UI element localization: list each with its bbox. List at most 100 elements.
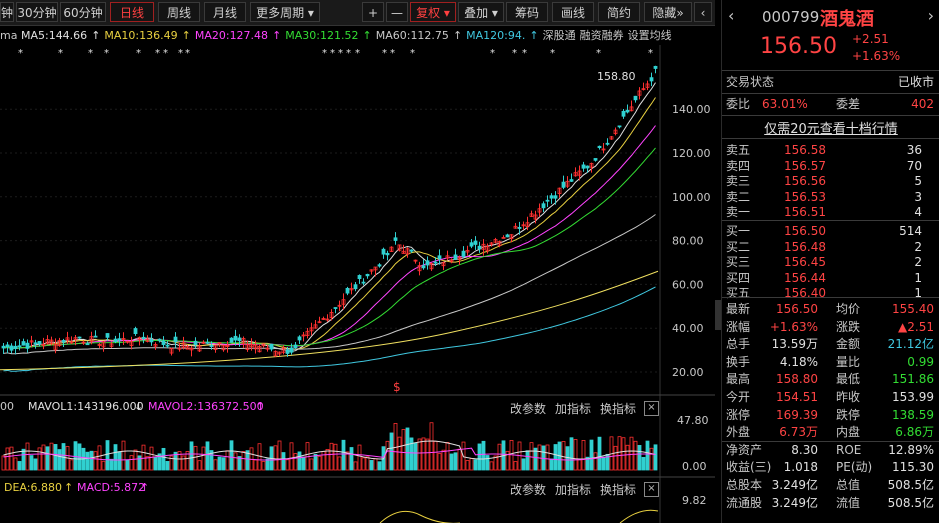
stat-value: 151.86 [892,372,934,387]
vol-close-icon[interactable]: × [644,401,659,416]
candle-body [189,347,194,351]
bid-row[interactable]: 买一 156.50 514 [726,224,936,239]
candle-body [293,344,298,349]
macd-switch-indicator-button[interactable]: 换指标 [600,483,637,497]
vol-axis-top: 47.80 [677,414,709,427]
more-periods-dropdown[interactable]: 更多周期 ▾ [250,2,320,22]
mavol2-value: MAVOL2:136372.500 [148,400,264,413]
volume-bar [473,459,478,471]
stat-row: 涨幅 +1.63% 涨跌 ▲2.51 [726,319,936,336]
candle-body [453,254,458,260]
period-60min-button[interactable]: 60分钟 [60,2,106,22]
zoom-out-button[interactable]: — [386,2,408,22]
candle-body [337,304,342,307]
candle-body [117,338,122,341]
ask-row[interactable]: 卖五 156.58 36 [726,143,936,158]
adjust-dropdown[interactable]: 复权 ▾ [410,2,456,22]
candle-body [601,148,606,151]
candle-body [429,263,434,270]
volume-bar [373,458,378,471]
chevron-right-icon[interactable]: › [927,6,934,25]
stat-value: 3.249亿 [771,478,818,492]
vol-edit-params-button[interactable]: 改参数 [510,402,547,416]
hide-button[interactable]: 隐藏» [644,2,692,22]
stat-row: 流通股 3.249亿 流值 508.5亿 [726,495,936,512]
ask-row[interactable]: 卖四 156.57 70 [726,159,936,174]
period-daily-button[interactable]: 日线 [110,2,154,22]
stat-label: 最低 [836,372,861,387]
candle-body [149,339,154,343]
candle-body [129,341,134,346]
period-30min-button[interactable]: 30分钟 [16,2,58,22]
vol-switch-indicator-button[interactable]: 换指标 [600,402,637,416]
volume-bar [33,458,38,471]
ma-legend-item[interactable]: 设置均线 [627,29,672,42]
volume-bar [229,440,234,471]
candle-body [385,252,390,256]
volume-bar [1,455,6,471]
arrow-up-icon: ↑ [140,481,150,494]
dividend-marker[interactable]: $ [393,380,401,394]
bid-row[interactable]: 买三 156.45 2 [726,255,936,270]
quote-panel: ‹ › 000799 酒鬼酒 156.50 +2.51 +1.63% 交易状态 已… [721,0,939,523]
event-marker: * [185,48,190,59]
stat-label: 跌停 [836,407,861,422]
period-minute-button[interactable]: 钟 [0,2,14,22]
candle-body [289,347,294,353]
level-price: 156.51 [784,205,826,220]
panel-collapse-handle[interactable] [715,300,721,330]
ma-legend-item[interactable]: 深股通 [542,29,576,42]
overlay-dropdown[interactable]: 叠加 ▾ [458,2,504,22]
price-change-pct: +1.63% [852,49,901,63]
candle-body [73,337,78,340]
ask-row[interactable]: 卖三 156.56 5 [726,174,936,189]
stat-label: 今开 [726,390,751,404]
bid-row[interactable]: 买四 156.44 1 [726,271,936,286]
mavol1-line [3,440,656,460]
chevron-left-icon[interactable]: ‹ [728,6,735,25]
volume-bar [365,456,370,471]
upgrade-promo-link[interactable]: 仅需20元查看十档行情 [764,122,898,137]
volume-bar [93,451,98,471]
candle-body [405,248,410,255]
volume-bar [569,437,574,471]
candle-body [281,347,286,353]
candle-body [29,340,34,343]
chips-button[interactable]: 筹码 [506,2,548,22]
more-periods-label: 更多周期 [256,6,305,20]
candle-body [353,284,358,290]
level-label: 卖五 [726,143,751,157]
macd-edit-params-button[interactable]: 改参数 [510,483,547,497]
candle-body [165,344,170,347]
volume-bar [333,443,338,471]
bid-row[interactable]: 买五 156.40 1 [726,286,936,301]
candle-body [101,341,106,348]
candle-body [569,179,574,182]
ask-row[interactable]: 卖二 156.53 3 [726,190,936,205]
event-marker: * [346,48,351,59]
draw-line-button[interactable]: 画线 [552,2,594,22]
macd-add-indicator-button[interactable]: 加指标 [555,483,592,497]
volume-bar [261,460,266,471]
zoom-in-button[interactable]: + [362,2,384,22]
candle-body [225,345,230,347]
period-weekly-button[interactable]: 周线 [158,2,200,22]
simple-button[interactable]: 简约 [598,2,640,22]
high-price-label: 158.80 [597,70,636,83]
period-monthly-button[interactable]: 月线 [204,2,246,22]
candle-body [485,246,490,252]
dea-value: DEA:6.880 [4,481,62,494]
ma-legend-item[interactable]: 融资融券 [579,29,624,42]
volume-bar [425,438,430,471]
vol-add-indicator-button[interactable]: 加指标 [555,402,592,416]
kline-chart[interactable]: 140.00 120.00 100.00 80.00 60.00 40.00 20.00 *… [0,45,715,523]
chevron-left-icon[interactable]: ‹ [694,2,712,22]
level-price: 156.58 [784,143,826,157]
ask-row[interactable]: 卖一 156.51 4 [726,205,936,220]
macd-close-icon[interactable]: × [644,482,659,497]
candle-body [61,340,66,343]
candle-body [361,281,366,284]
volume-bar [441,449,446,471]
bid-row[interactable]: 买二 156.48 2 [726,240,936,255]
price-axis-label: 120.00 [672,147,711,160]
